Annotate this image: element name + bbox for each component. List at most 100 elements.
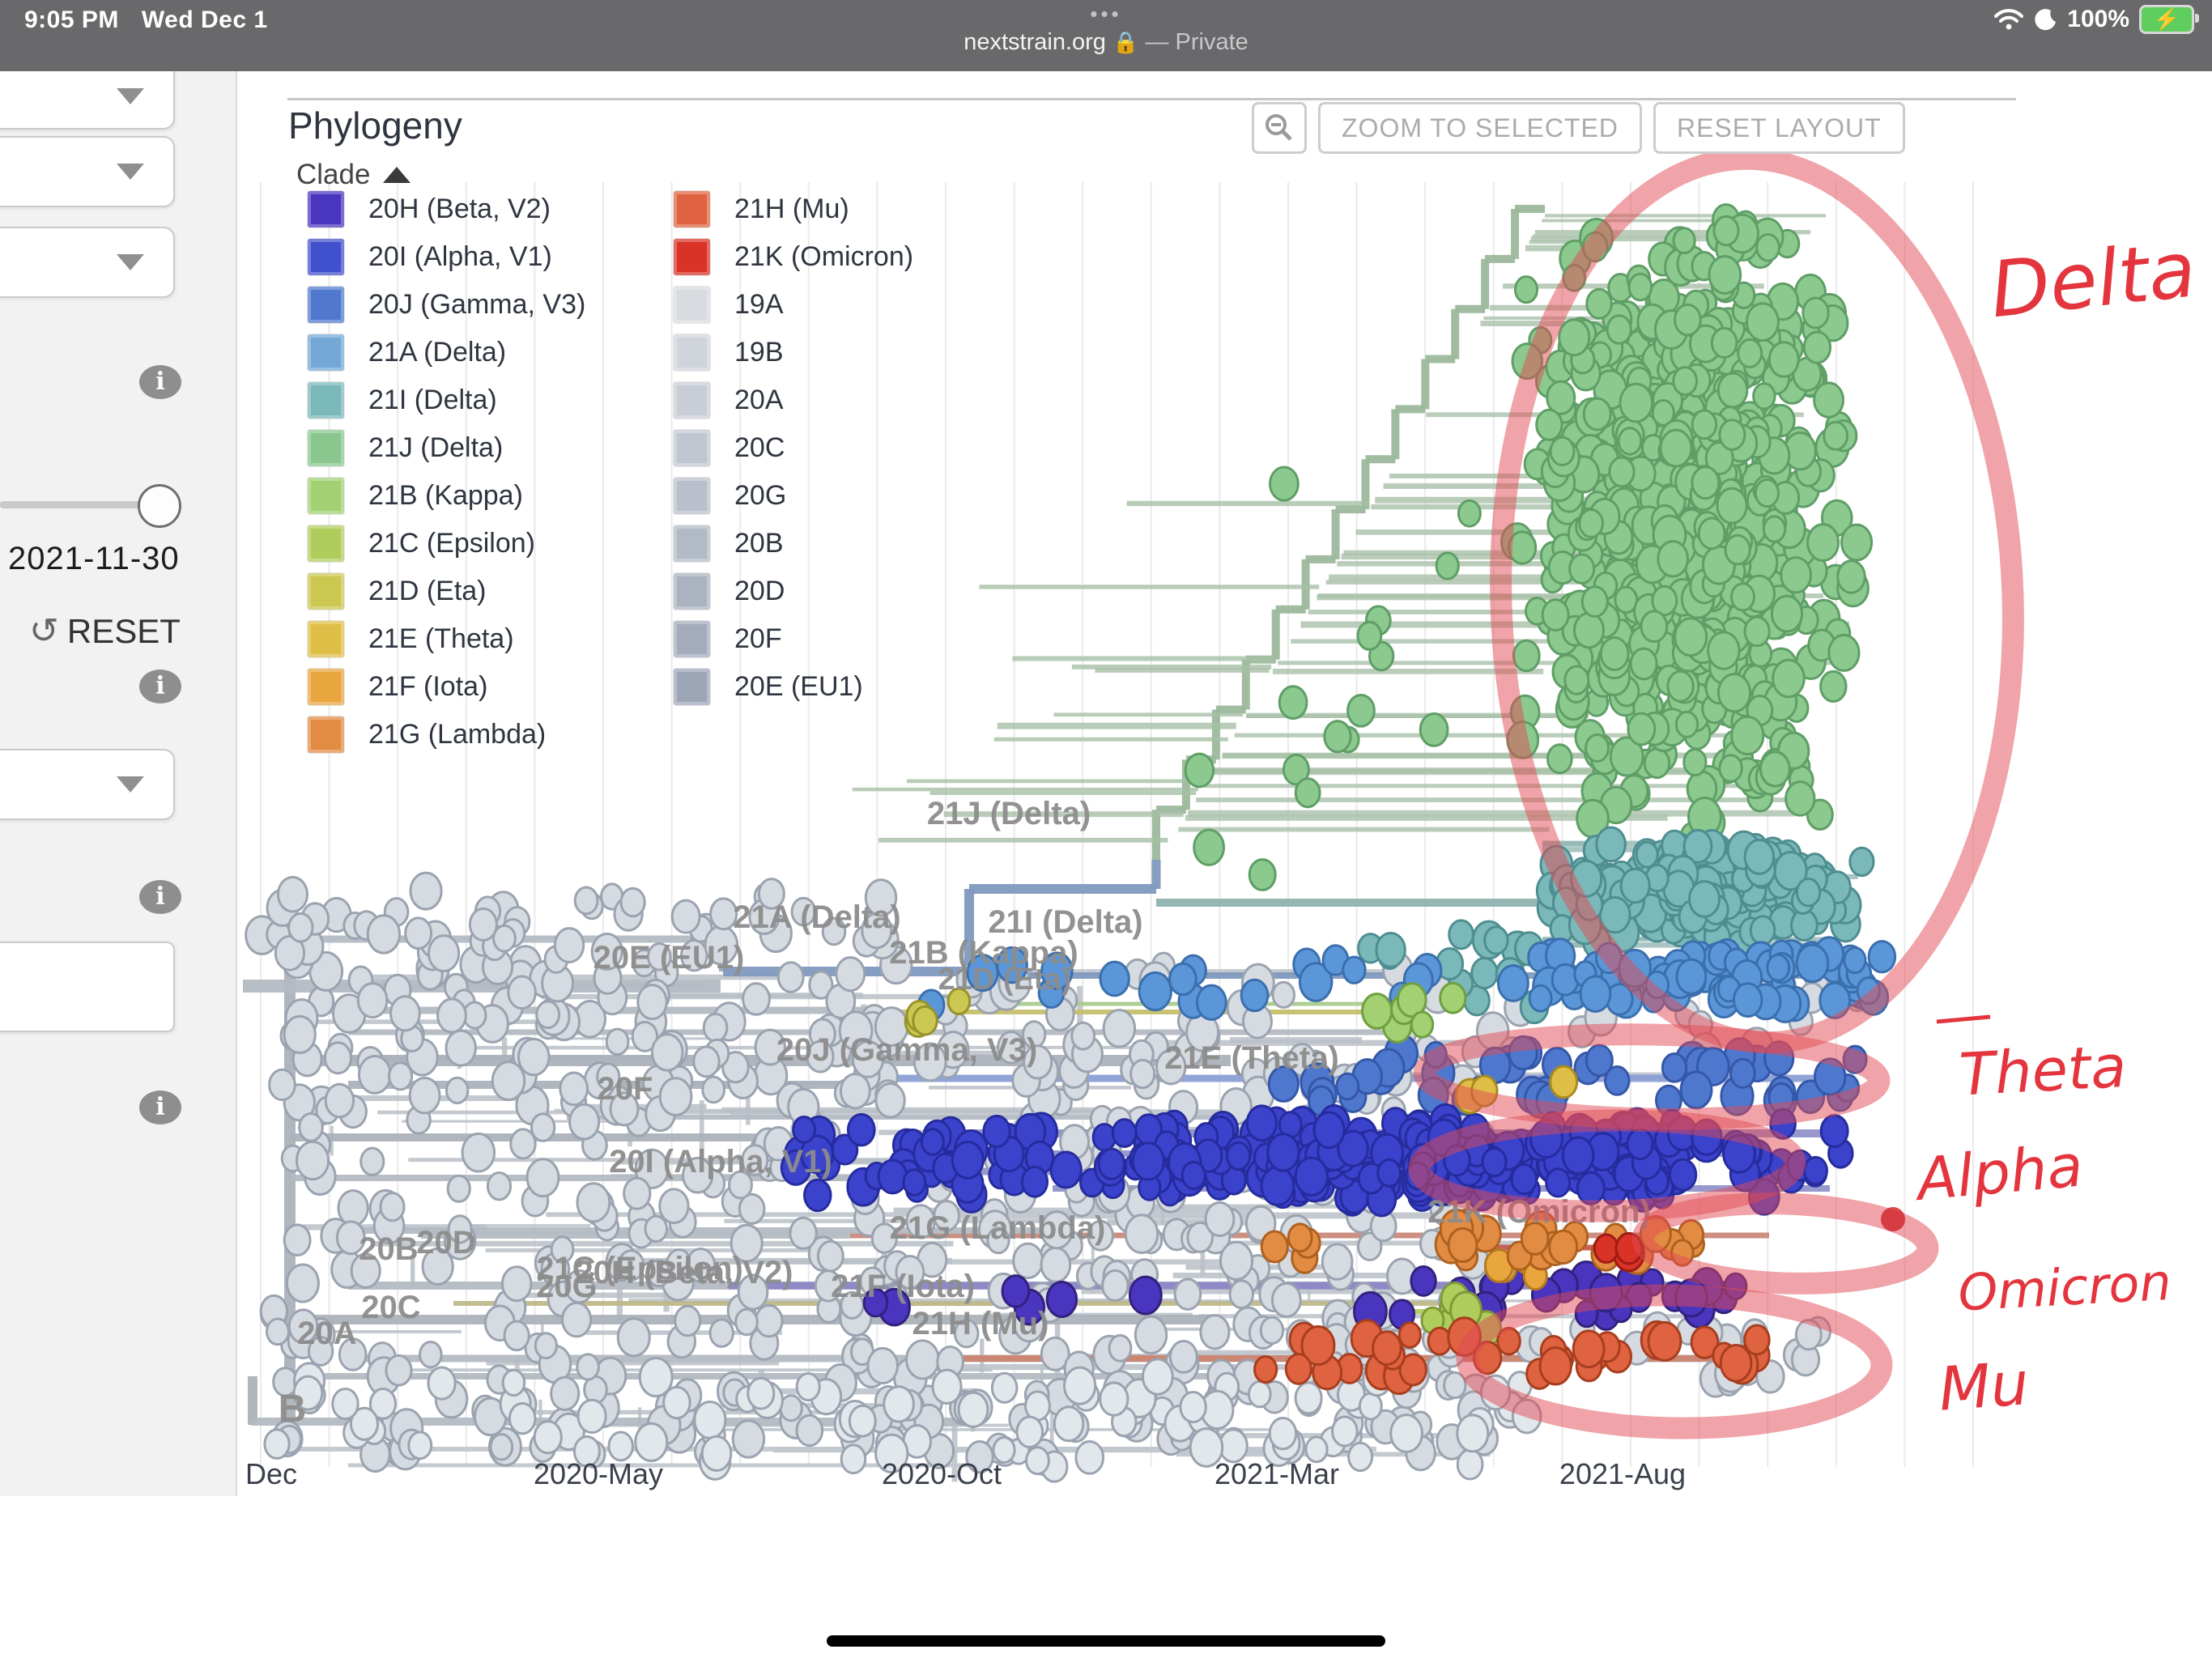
legend-collapse-control[interactable]: Clade bbox=[296, 159, 411, 191]
lock-icon: 🔒 bbox=[1112, 30, 1139, 54]
clade-label-20g[interactable]: 20G bbox=[536, 1269, 598, 1304]
dataset-dropdown-2[interactable] bbox=[0, 136, 175, 207]
clade-label-20b[interactable]: 20B bbox=[359, 1231, 418, 1267]
legend-item-21i-delta-[interactable]: 21I (Delta) bbox=[308, 382, 497, 419]
info-icon[interactable]: i bbox=[139, 670, 181, 704]
tab-overview-dots[interactable]: ••• bbox=[1090, 2, 1122, 26]
legend-swatch bbox=[308, 573, 344, 610]
legend-item-21g-lambda-[interactable]: 21G (Lambda) bbox=[308, 716, 546, 753]
legend-label: 21G (Lambda) bbox=[368, 719, 547, 750]
legend-item-21h-mu-[interactable]: 21H (Mu) bbox=[674, 191, 849, 227]
legend-item-20h-beta-v2-[interactable]: 20H (Beta, V2) bbox=[308, 191, 551, 227]
clade-label-21j-delta-[interactable]: 21J (Delta) bbox=[927, 796, 1091, 831]
clade-label-21f-iota-[interactable]: 21F (Iota) bbox=[831, 1269, 975, 1304]
legend-item-20f[interactable]: 20F bbox=[674, 621, 782, 657]
clade-label-20e-eu1-[interactable]: 20E (EU1) bbox=[593, 940, 745, 976]
clade-label-20j-gamma-v3-[interactable]: 20J (Gamma, V3) bbox=[776, 1032, 1037, 1068]
legend-swatch bbox=[308, 430, 344, 466]
legend-swatch bbox=[674, 525, 710, 562]
legend-item-21d-eta-[interactable]: 21D (Eta) bbox=[308, 573, 487, 610]
tree-tips-20I-alpha-sparse[interactable] bbox=[780, 1112, 1058, 1214]
legend-label: 20A bbox=[734, 385, 784, 415]
legend-item-21k-omicron-[interactable]: 21K (Omicron) bbox=[674, 239, 913, 275]
tree-tips-20H-beta-sparse[interactable] bbox=[862, 1274, 1163, 1327]
info-icon[interactable]: i bbox=[139, 880, 181, 914]
clade-label-20h-beta-v2-[interactable]: 20H (Beta, V2) bbox=[576, 1255, 793, 1290]
legend-swatch bbox=[674, 287, 710, 323]
controls-sidebar: i 2021-11-30 ↺ RESET i i i bbox=[0, 63, 237, 1496]
legend-item-21b-kappa-[interactable]: 21B (Kappa) bbox=[308, 478, 523, 514]
legend-item-21a-delta-[interactable]: 21A (Delta) bbox=[308, 334, 506, 371]
legend-label: 19A bbox=[734, 289, 784, 320]
legend-item-21e-theta-[interactable]: 21E (Theta) bbox=[308, 621, 514, 657]
clade-label-20f[interactable]: 20F bbox=[598, 1071, 653, 1107]
x-tick-2020-oct: 2020-Oct bbox=[882, 1457, 1002, 1490]
legend-item-20a[interactable]: 20A bbox=[674, 382, 784, 419]
legend-item-21f-iota-[interactable]: 21F (Iota) bbox=[308, 669, 487, 705]
zoom-to-selected-button[interactable]: ZOOM TO SELECTED bbox=[1318, 102, 1642, 154]
zoom-out-button[interactable] bbox=[1252, 102, 1307, 154]
tree-tips-21B-kappa[interactable] bbox=[1361, 981, 1467, 1044]
clade-label-20c[interactable]: 20C bbox=[361, 1290, 420, 1325]
filter-box[interactable] bbox=[0, 942, 175, 1032]
color-by-dropdown[interactable] bbox=[0, 749, 175, 820]
legend-item-21j-delta-[interactable]: 21J (Delta) bbox=[308, 430, 503, 466]
info-icon[interactable]: i bbox=[139, 1090, 181, 1124]
home-indicator[interactable] bbox=[827, 1635, 1385, 1647]
legend-item-19a[interactable]: 19A bbox=[674, 287, 784, 323]
dataset-dropdown-1[interactable] bbox=[0, 63, 175, 130]
panel-divider bbox=[287, 98, 2016, 100]
tree-tips-gray-upper-row[interactable] bbox=[245, 871, 900, 980]
reset-layout-button[interactable]: RESET LAYOUT bbox=[1653, 102, 1905, 154]
legend-item-20b[interactable]: 20B bbox=[674, 525, 784, 562]
clade-label-21d-eta-[interactable]: 21D (Eta) bbox=[938, 963, 1072, 997]
chevron-down-icon bbox=[117, 776, 144, 793]
clade-label-20i-alpha-v1-[interactable]: 20I (Alpha, V1) bbox=[609, 1144, 832, 1180]
clade-label-21i-delta-[interactable]: 21I (Delta) bbox=[988, 904, 1142, 940]
status-bar: 9:05 PM Wed Dec 1 ••• nextstrain.org 🔒 — … bbox=[0, 0, 2212, 71]
date-slider-handle[interactable] bbox=[138, 484, 181, 528]
clade-label-20a[interactable]: 20A bbox=[297, 1316, 356, 1351]
legend-item-20d[interactable]: 20D bbox=[674, 573, 785, 610]
clade-label-b[interactable]: B bbox=[279, 1388, 307, 1431]
tree-clade-labels[interactable]: 21J (Delta) 21A (Delta) 21I (Delta) 20E (EU… bbox=[279, 796, 1651, 1431]
tree-tips-21A-delta-blue[interactable] bbox=[1527, 936, 1897, 1023]
legend-item-20g[interactable]: 20G bbox=[674, 478, 786, 514]
legend-label: 20H (Beta, V2) bbox=[368, 193, 551, 224]
tree-tips-21J-green-sparse[interactable] bbox=[1184, 466, 1482, 891]
clade-label-21c-epsilon-[interactable]: 21C (Epsilon) bbox=[536, 1251, 743, 1286]
tree-tips-21H-mu[interactable] bbox=[1253, 1316, 1771, 1396]
status-icons: 100% ⚡ bbox=[1994, 5, 2199, 34]
mu-circle bbox=[1456, 1284, 1893, 1439]
tree-tips-21D-eta[interactable] bbox=[904, 987, 972, 1039]
clade-label-21g-lambda-[interactable]: 21G (Lambda) bbox=[890, 1210, 1106, 1246]
legend-label: 20E (EU1) bbox=[734, 671, 863, 702]
clade-label-21b-kappa-[interactable]: 21B (Kappa) bbox=[889, 935, 1078, 971]
clade-label-20d[interactable]: 20D bbox=[416, 1225, 475, 1261]
legend-item-19b[interactable]: 19B bbox=[674, 334, 784, 371]
tree-tips-21A-blue-sparse[interactable] bbox=[917, 944, 1529, 1022]
clade-label-21h-mu-[interactable]: 21H (Mu) bbox=[912, 1306, 1049, 1341]
legend-item-20j-gamma-v3-[interactable]: 20J (Gamma, V3) bbox=[308, 287, 585, 323]
legend-item-20c[interactable]: 20C bbox=[674, 430, 785, 466]
legend-label: 20F bbox=[734, 623, 782, 654]
legend-item-20e-eu1-[interactable]: 20E (EU1) bbox=[674, 669, 863, 705]
legend-item-21c-epsilon-[interactable]: 21C (Epsilon) bbox=[308, 525, 535, 562]
date-slider-track[interactable] bbox=[0, 501, 167, 508]
legend-label: 19B bbox=[734, 337, 784, 368]
tree-tips-gray-bottom[interactable] bbox=[263, 1356, 1542, 1483]
legend-item-20i-alpha-v1-[interactable]: 20I (Alpha, V1) bbox=[308, 239, 552, 275]
tree-tips-21J-delta-green[interactable] bbox=[1499, 203, 1874, 851]
clade-label-21e-theta-[interactable]: 21E (Theta) bbox=[1164, 1040, 1339, 1076]
reset-date-button[interactable]: ↺ RESET bbox=[29, 610, 181, 652]
dataset-dropdown-3[interactable] bbox=[0, 227, 175, 298]
legend-swatch bbox=[674, 478, 710, 514]
legend-swatch bbox=[674, 573, 710, 610]
tree-tips-21F-iota[interactable] bbox=[1483, 1245, 1548, 1291]
clade-label-21a-delta-[interactable]: 21A (Delta) bbox=[733, 899, 900, 935]
address-bar[interactable]: nextstrain.org 🔒 — Private bbox=[963, 29, 1249, 56]
info-icon[interactable]: i bbox=[139, 365, 181, 399]
chevron-up-icon[interactable] bbox=[383, 167, 411, 183]
battery-percent: 100% bbox=[2067, 6, 2129, 32]
